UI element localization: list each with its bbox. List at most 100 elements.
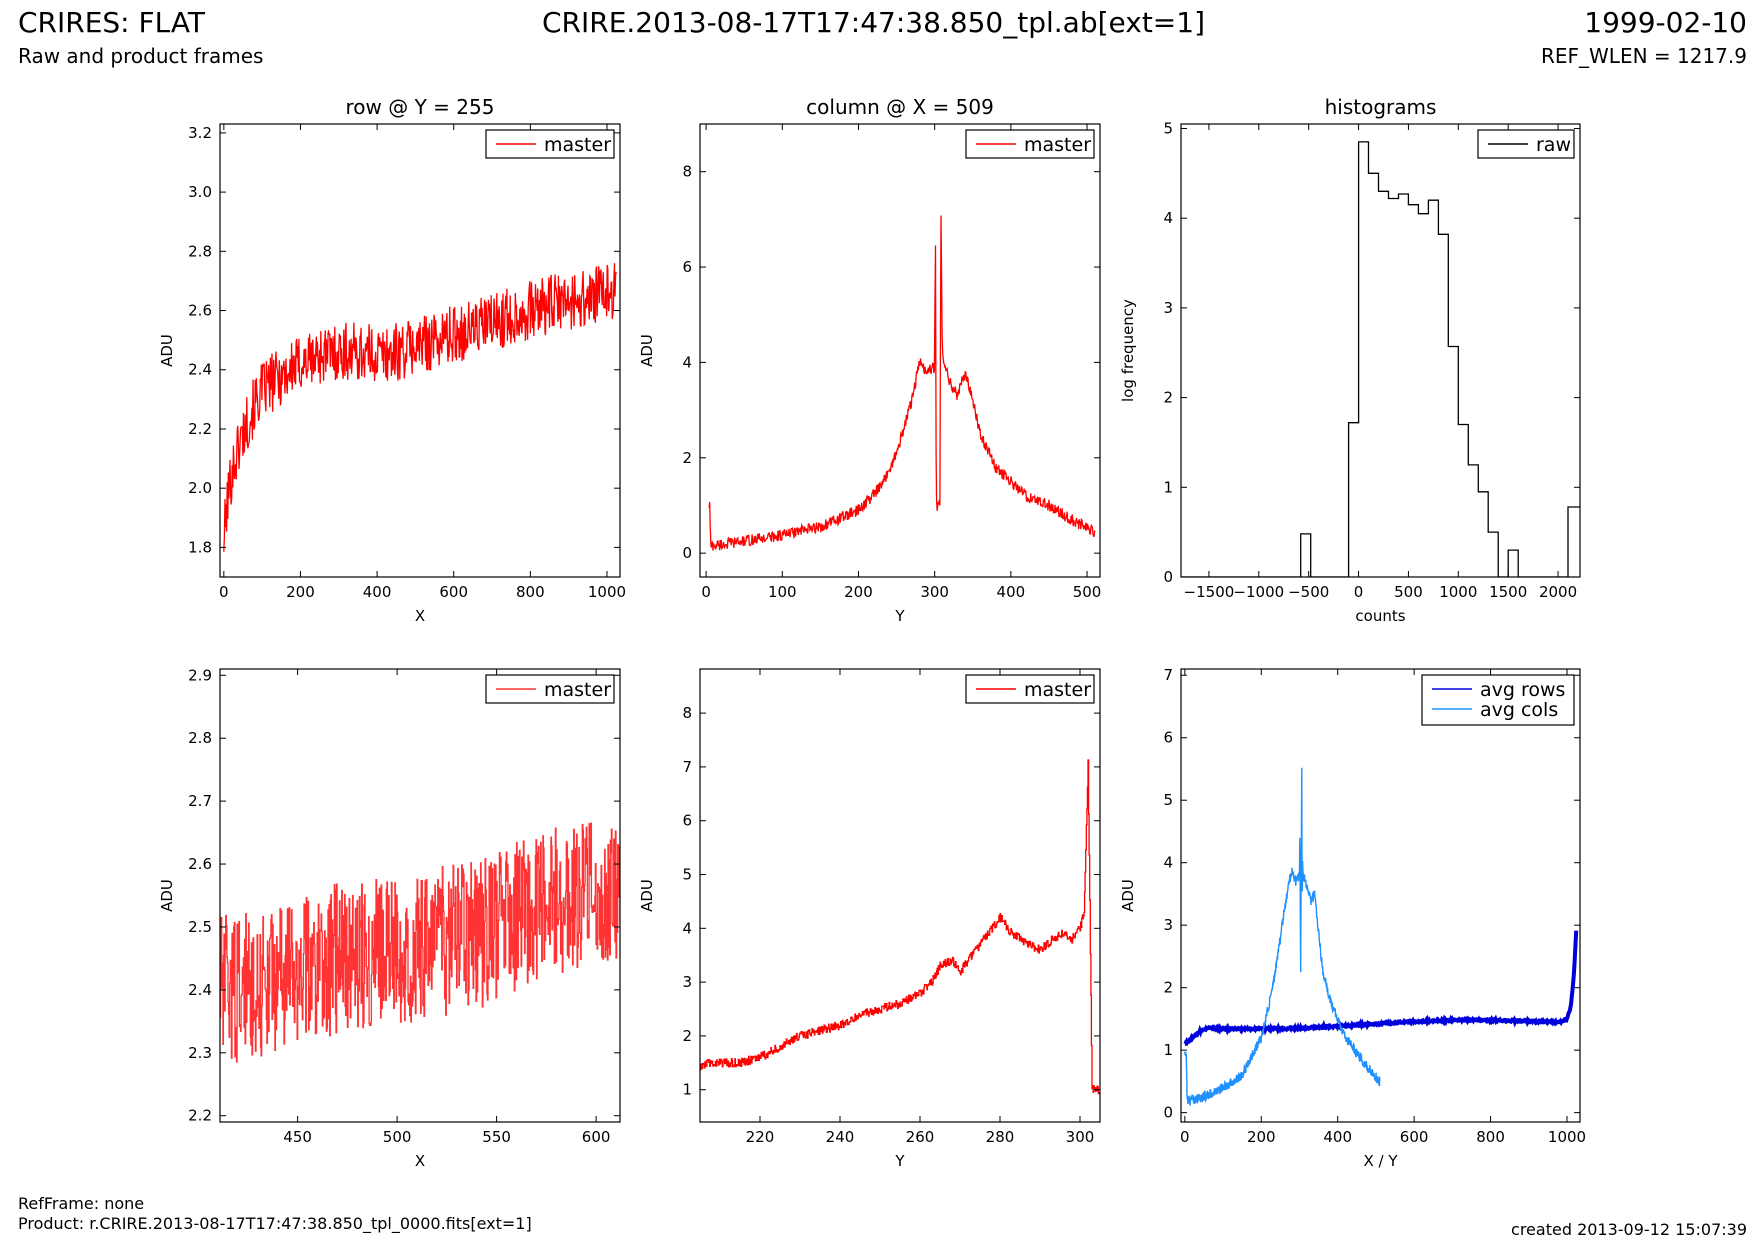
rowzoom-y-tick-label: 2.9 xyxy=(188,666,212,684)
column-y-tick-label: 8 xyxy=(682,163,692,181)
hist-x-tick-label: −500 xyxy=(1288,583,1329,601)
hist-x-tick-label: −1500 xyxy=(1184,583,1235,601)
colzoom-y-tick-label: 4 xyxy=(682,919,692,937)
rowzoom-legend-label: master xyxy=(544,679,611,701)
rowzoom-y-tick-label: 2.3 xyxy=(188,1044,212,1062)
avg-series-group xyxy=(1183,767,1579,1107)
colzoom-y-tick-label: 5 xyxy=(682,866,692,884)
row-title: row @ Y = 255 xyxy=(346,95,495,119)
column-x-tick-label: 200 xyxy=(844,583,873,601)
hist-y-tick-label: 0 xyxy=(1163,568,1173,586)
rowzoom-y-tick-label: 2.6 xyxy=(188,855,212,873)
colzoom-x-tick-label: 300 xyxy=(1066,1128,1095,1146)
column-legend: master xyxy=(965,129,1095,159)
chart-subtitle: Raw and product frames xyxy=(18,44,264,68)
column-x-tick-label: 500 xyxy=(1073,583,1102,601)
hist-panel: −1500 −1000 −500 0 500 1000 1500 2000 0 1 2 3 4 5 hist… xyxy=(1119,95,1581,625)
avg-y-tick-label: 3 xyxy=(1163,916,1173,934)
ref-wlen-label: REF_WLEN = 1217.9 xyxy=(1540,44,1747,68)
hist-ylabel: log frequency xyxy=(1119,299,1137,402)
avg-legend-label: avg cols xyxy=(1480,699,1558,721)
colzoom-y-tick-label: 8 xyxy=(682,704,692,722)
avg-y-tick-label: 5 xyxy=(1163,791,1173,809)
avg-x-tick-label: 600 xyxy=(1400,1128,1429,1146)
column-xlabel: Y xyxy=(894,607,905,625)
avg-x-tick-label: 200 xyxy=(1247,1128,1276,1146)
avg-panel: 0 200 400 600 800 1000 0 1 2 3 4 5 6 7 X / Y ADU avg row… xyxy=(1119,666,1586,1170)
column-x-tick-label: 300 xyxy=(920,583,949,601)
avg-x-tick-label: 800 xyxy=(1476,1128,1505,1146)
row-legend: master xyxy=(485,129,615,159)
column-ylabel: ADU xyxy=(638,334,656,367)
column-x-tick-label: 400 xyxy=(997,583,1026,601)
row-series-master-line xyxy=(223,263,617,552)
row-y-tick-label: 2.6 xyxy=(188,302,212,320)
hist-axes-frame xyxy=(1180,123,1581,578)
avg-series-avg-cols-line xyxy=(1184,767,1381,1107)
colzoom-legend: master xyxy=(965,674,1095,704)
row-y-tick-label: 3.0 xyxy=(188,183,212,201)
rowzoom-y-tick-label: 2.8 xyxy=(188,729,212,747)
column-series-master-line xyxy=(708,215,1096,551)
hist-x-tick-label: 1000 xyxy=(1439,583,1477,601)
hist-legend: raw xyxy=(1477,129,1575,159)
avg-ylabel: ADU xyxy=(1119,879,1137,912)
rowzoom-series-master-line xyxy=(220,822,620,1063)
colzoom-panel: 220 240 260 280 300 1 2 3 4 5 6 7 8 Y ADU master xyxy=(638,668,1101,1170)
colzoom-ylabel: ADU xyxy=(638,879,656,912)
hist-title: histograms xyxy=(1325,95,1437,119)
hist-y-tick-label: 2 xyxy=(1163,389,1173,407)
rowzoom-ylabel: ADU xyxy=(158,879,176,912)
colzoom-series-group xyxy=(700,759,1100,1095)
row-x-tick-label: 0 xyxy=(219,583,229,601)
hist-legend-label: raw xyxy=(1536,134,1571,156)
column-x-tick-label: 100 xyxy=(768,583,797,601)
row-x-tick-label: 400 xyxy=(363,583,392,601)
column-y-tick-label: 0 xyxy=(682,544,692,562)
row-series-group xyxy=(223,263,617,552)
colzoom-y-tick-label: 7 xyxy=(682,758,692,776)
column-axes-frame xyxy=(699,123,1101,578)
avg-axes-frame xyxy=(1180,668,1581,1123)
row-x-tick-label: 800 xyxy=(516,583,545,601)
column-series-group xyxy=(708,215,1096,551)
hist-y-tick-label: 3 xyxy=(1163,299,1173,317)
rowzoom-panel: 450 500 550 600 2.2 2.3 2.4 2.5 2.6 2.7 2.8 2.9 X ADU… xyxy=(158,666,621,1170)
row-axes-frame xyxy=(219,123,621,578)
column-x-tick-label: 0 xyxy=(701,583,711,601)
colzoom-y-tick-label: 3 xyxy=(682,973,692,991)
date-label: 1999-02-10 xyxy=(1584,6,1747,39)
avg-y-tick-label: 4 xyxy=(1163,854,1173,872)
rowzoom-x-tick-label: 500 xyxy=(383,1128,412,1146)
row-panel: 0 200 400 600 800 1000 1.8 2.0 2.2 2.4 2.6 2.8 3.0 3.… xyxy=(158,95,626,625)
row-y-tick-label: 3.2 xyxy=(188,124,212,142)
hist-x-tick-label: 1500 xyxy=(1489,583,1527,601)
row-xlabel: X xyxy=(415,607,425,625)
rowzoom-x-tick-label: 600 xyxy=(582,1128,611,1146)
row-x-tick-label: 200 xyxy=(286,583,315,601)
rowzoom-series-group xyxy=(220,822,620,1063)
avg-legend-box xyxy=(1421,674,1575,726)
file-name-label: CRIRE.2013-08-17T17:47:38.850_tpl.ab[ext… xyxy=(542,6,1206,39)
hist-xlabel: counts xyxy=(1355,607,1405,625)
column-y-tick-label: 4 xyxy=(682,353,692,371)
product-label: Product: r.CRIRE.2013-08-17T17:47:38.850… xyxy=(18,1214,532,1233)
column-y-tick-label: 6 xyxy=(682,258,692,276)
rowzoom-axes-frame xyxy=(219,668,621,1123)
hist-x-tick-label: 2000 xyxy=(1539,583,1577,601)
rowzoom-y-tick-label: 2.7 xyxy=(188,792,212,810)
avg-x-tick-label: 400 xyxy=(1323,1128,1352,1146)
row-y-tick-label: 2.0 xyxy=(188,479,212,497)
column-title: column @ X = 509 xyxy=(806,95,994,119)
column-panel: 0 100 200 300 400 500 0 2 4 6 8 column @ X = 509 Y AD… xyxy=(638,95,1101,625)
row-y-tick-label: 1.8 xyxy=(188,538,212,556)
hist-y-tick-label: 1 xyxy=(1163,478,1173,496)
column-y-tick-label: 2 xyxy=(682,449,692,467)
rowzoom-y-tick-label: 2.2 xyxy=(188,1107,212,1125)
hist-y-tick-label: 5 xyxy=(1163,119,1173,137)
row-x-tick-label: 1000 xyxy=(588,583,626,601)
avg-x-tick-label: 1000 xyxy=(1548,1128,1586,1146)
colzoom-xlabel: Y xyxy=(894,1152,905,1170)
